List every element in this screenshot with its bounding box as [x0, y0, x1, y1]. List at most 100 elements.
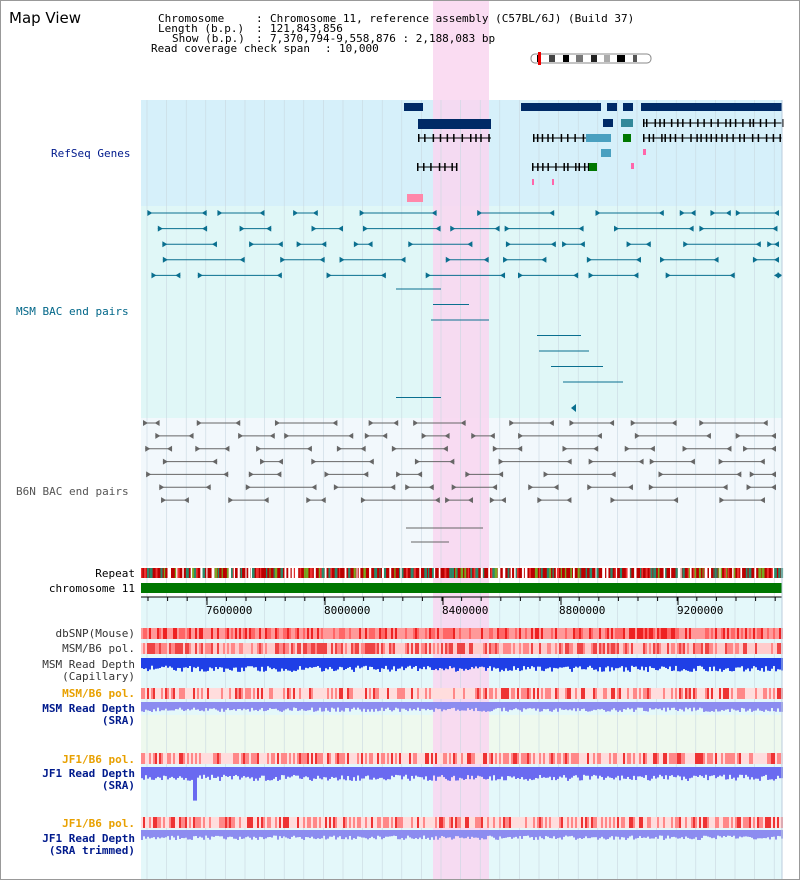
- jf1-pol2-strip: [741, 817, 743, 828]
- msm-pol2-strip: [481, 688, 483, 699]
- msm-pol-strip: [349, 643, 351, 654]
- msm-bac-pair-end: [772, 225, 778, 232]
- msm-sra-depth: [663, 702, 665, 708]
- msm-capillary-depth: [629, 658, 631, 672]
- b6n-bac-pair-end: [364, 432, 370, 439]
- jf1-trim-depth: [279, 830, 281, 837]
- msm-capillary-depth: [161, 658, 163, 667]
- dbsnp-strip: [765, 628, 767, 639]
- msm-sra-depth: [779, 702, 781, 712]
- jf1-pol-strip: [245, 753, 247, 764]
- jf1-sra-depth: [279, 767, 281, 780]
- jf1-pol2-strip: [383, 817, 385, 828]
- msm-pol-strip: [709, 643, 711, 654]
- jf1-pol-strip: [159, 753, 161, 764]
- track-label-chromosome[interactable]: chromosome 11: [48, 582, 135, 595]
- repeat-element: [745, 568, 748, 578]
- track-label-repeat[interactable]: Repeat: [95, 567, 135, 580]
- jf1-pol-strip: [261, 753, 263, 764]
- msm-pol2-strip: [247, 688, 249, 699]
- msm-capillary-depth: [405, 658, 407, 669]
- jf1-pol2-strip: [193, 817, 195, 828]
- jf1-trim-depth: [359, 830, 361, 837]
- msm-capillary-depth: [153, 658, 155, 670]
- dbsnp-strip: [251, 628, 253, 639]
- track-label-msm-depth-cap[interactable]: MSM Read Depth: [42, 658, 135, 671]
- jf1-pol-strip: [179, 753, 181, 764]
- track-label-jf1-trim[interactable]: JF1 Read Depth: [42, 832, 135, 845]
- jf1-pol2-strip: [443, 817, 445, 828]
- jf1-pol2-strip: [461, 817, 463, 828]
- msm-sra-depth: [537, 702, 539, 709]
- track-label-jf1-depth[interactable]: JF1 Read Depth: [42, 767, 135, 780]
- repeat-element: [399, 568, 402, 578]
- repeat-element: [610, 568, 613, 578]
- msm-pol2-strip: [751, 688, 753, 699]
- dbsnp-strip: [627, 628, 629, 639]
- jf1-pol-strip: [637, 753, 639, 764]
- jf1-pol-strip: [515, 753, 517, 764]
- track-label-msm-pol[interactable]: MSM/B6 pol.: [62, 642, 135, 655]
- msm-capillary-depth: [677, 658, 679, 672]
- track-label-jf1-pol[interactable]: JF1/B6 pol.: [62, 753, 135, 766]
- msm-pol2-strip: [635, 688, 637, 699]
- msm-capillary-depth: [623, 658, 625, 672]
- msm-capillary-depth: [353, 658, 355, 672]
- msm-sra-depth: [751, 702, 753, 712]
- jf1-pol2-strip: [691, 817, 693, 828]
- dbsnp-strip: [381, 628, 383, 639]
- jf1-sra-depth: [159, 767, 161, 778]
- dbsnp-strip: [489, 628, 491, 639]
- jf1-trim-depth: [569, 830, 571, 837]
- msm-pol-strip: [379, 643, 381, 654]
- jf1-trim-depth: [445, 830, 447, 839]
- track-label-b6n-bac[interactable]: B6N BAC end pairs: [16, 485, 129, 498]
- jf1-trim-depth: [327, 830, 329, 839]
- track-label-jf1-pol-2[interactable]: JF1/B6 pol.: [62, 817, 135, 830]
- msm-sra-depth: [359, 702, 361, 710]
- msm-capillary-depth: [425, 658, 427, 670]
- jf1-pol2-strip: [685, 817, 687, 828]
- msm-pol-strip: [385, 643, 387, 654]
- msm-capillary-depth: [539, 658, 541, 667]
- track-label-dbsnp[interactable]: dbSNP(Mouse): [55, 627, 135, 640]
- jf1-pol2-strip: [625, 817, 627, 828]
- msm-capillary-depth: [609, 658, 611, 672]
- jf1-sra-depth: [715, 767, 717, 779]
- dbsnp-strip: [353, 628, 355, 639]
- dbsnp-strip: [571, 628, 573, 639]
- track-label-refseq[interactable]: RefSeq Genes: [51, 147, 131, 160]
- jf1-pol-strip: [311, 753, 313, 764]
- jf1-trim-depth: [639, 830, 641, 837]
- msm-pol2-strip: [759, 688, 761, 699]
- msm-bac-pair-end: [683, 241, 689, 248]
- track-label-msm-bac[interactable]: MSM BAC end pairs: [16, 305, 129, 318]
- repeat-element: [400, 568, 402, 578]
- jf1-pol2-strip: [483, 817, 485, 828]
- jf1-pol-strip: [659, 753, 661, 764]
- msm-capillary-depth: [419, 658, 421, 669]
- jf1-trim-depth: [707, 830, 709, 837]
- dbsnp-strip: [143, 628, 145, 639]
- jf1-pol-strip: [169, 753, 171, 764]
- jf1-pol-strip: [707, 753, 709, 764]
- dbsnp-strip: [471, 628, 473, 639]
- jf1-pol2-strip: [407, 817, 409, 828]
- jf1-trim-depth: [367, 830, 369, 840]
- track-label-msm-depth-sra[interactable]: MSM Read Depth: [42, 702, 135, 715]
- jf1-pol-strip: [565, 753, 567, 764]
- jf1-pol-strip: [677, 753, 679, 764]
- repeat-element: [413, 568, 416, 578]
- msm-pol2-strip: [739, 688, 741, 699]
- dbsnp-strip: [259, 628, 261, 639]
- jf1-pol2-strip: [451, 817, 453, 828]
- jf1-sra-depth: [485, 767, 487, 780]
- jf1-trim-depth: [395, 830, 397, 836]
- msm-capillary-depth: [741, 658, 743, 667]
- jf1-pol2-strip: [277, 817, 279, 828]
- msm-capillary-depth: [733, 658, 735, 671]
- track-label-msm-pol-2[interactable]: MSM/B6 pol.: [62, 687, 135, 700]
- msm-pol2-strip: [491, 688, 493, 699]
- msm-pol2-strip: [615, 688, 617, 699]
